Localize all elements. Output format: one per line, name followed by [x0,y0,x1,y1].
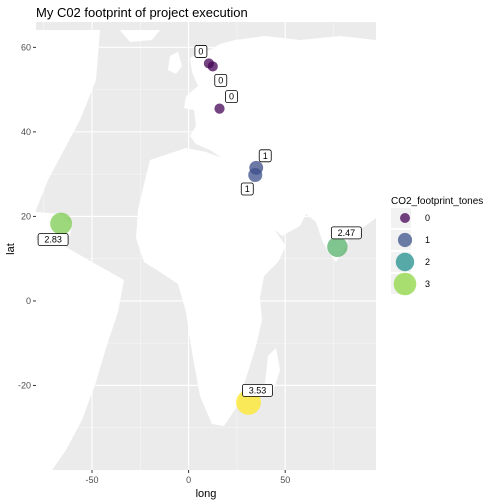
legend: CO2_footprint_tones 0 1 2 3 [391,196,483,296]
data-label: 0 [194,45,208,58]
africa-land [136,148,286,426]
data-point [207,61,218,72]
data-label-text: 2.83 [44,235,62,245]
data-label-text: 1 [263,151,268,161]
data-label-box [194,45,208,58]
y-axis-ticks: -20 0 20 40 60 [18,42,36,390]
data-label-text: 0 [198,46,203,56]
legend-label: 3 [425,279,430,289]
data-label-box [258,149,272,163]
south-america-land [36,240,124,470]
data-label-box [214,73,228,87]
data-label-text: 2.47 [338,228,356,238]
data-label-text: 3.53 [249,385,267,395]
uk-land [168,52,182,74]
data-label-box [330,226,362,240]
data-label: 2.83 [37,233,69,247]
data-label: 0 [214,73,228,87]
arabia-land [252,176,308,236]
north-america-land [36,30,100,210]
legend-items: 0 1 2 3 [391,208,430,296]
data-label-box [242,383,273,397]
legend-key [393,272,417,296]
y-axis-title: lat [5,243,17,255]
data-point [214,103,225,114]
data-label: 1 [258,149,272,163]
y-tick-label: 40 [21,127,31,137]
x-axis-ticks: -50 0 50 [86,470,290,485]
data-label-box [240,182,254,196]
chart-title: My C02 footprint of project execution [36,5,248,20]
world-map [36,30,376,470]
data-point [50,212,73,235]
y-tick-label: 0 [26,296,31,306]
data-label-text: 1 [245,184,250,194]
data-label-text: 0 [218,75,223,85]
data-point [327,236,348,258]
legend-label: 2 [425,257,430,267]
y-tick-label: 60 [21,42,31,52]
data-label-box [37,233,69,247]
y-tick-label: 20 [21,211,31,221]
x-tick-label: 50 [280,475,290,485]
x-tick-label: -50 [86,475,99,485]
data-point [248,167,263,183]
legend-key [397,232,413,248]
data-label: 2.47 [330,226,362,240]
data-label-text: 0 [229,92,234,102]
data-label: 3.53 [242,383,273,397]
legend-title: CO2_footprint_tones [391,196,483,207]
x-tick-label: 0 [186,475,191,485]
data-label: 0 [225,90,238,104]
x-axis-title: long [196,488,217,500]
legend-label: 1 [425,235,430,245]
greenland-land [120,30,160,42]
axes: -50 0 50 -20 0 20 40 60 long lat [5,42,290,500]
legend-label: 0 [425,213,430,223]
data-label-box [225,90,238,104]
y-tick-label: -20 [18,380,31,390]
legend-key [395,252,415,272]
data-label: 1 [240,182,254,196]
legend-key [400,213,410,223]
